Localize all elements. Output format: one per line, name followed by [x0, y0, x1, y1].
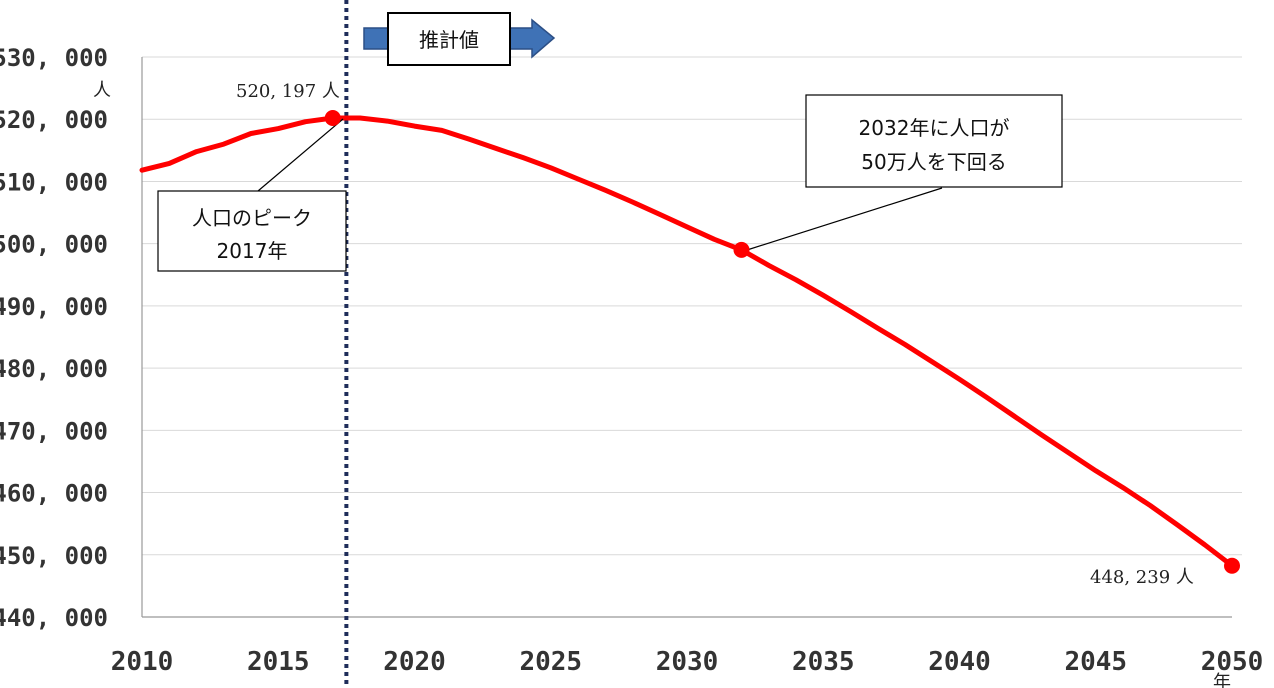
threshold-callout-line1: 2032年に人口が [859, 116, 1010, 140]
data-point-marker [1224, 557, 1240, 574]
peak-callout-box [157, 190, 347, 272]
axes [141, 57, 1232, 618]
threshold-callout-leader [746, 187, 943, 251]
x-tick-label: 2040 [928, 647, 991, 677]
data-point-marker [733, 241, 750, 258]
y-tick-label: 530, 000 [0, 44, 108, 72]
x-tick-labels: 2010 2015 2020 2025 2030 2035 2040 2045 2050 [111, 647, 1264, 677]
y-tick-label: 500, 000 [0, 231, 108, 259]
x-unit-label: 年 [1213, 672, 1231, 688]
y-tick-label: 460, 000 [0, 480, 108, 508]
x-tick-label: 2010 [111, 647, 174, 677]
data-markers [324, 109, 1240, 574]
threshold-callout-line2: 50万人を下回る [861, 150, 1006, 174]
x-tick-label: 2045 [1064, 647, 1127, 677]
y-tick-label: 440, 000 [0, 604, 108, 632]
estimate-arrow: 推計値 [363, 12, 556, 66]
population-line [139, 115, 1235, 569]
x-tick-label: 2050 [1201, 647, 1264, 677]
y-unit-label: 人 [93, 80, 111, 101]
peak-callout-line1: 人口のピーク [192, 206, 312, 230]
y-tick-label: 470, 000 [0, 417, 108, 445]
x-tick-label: 2035 [792, 647, 855, 677]
peak-value-label: 520, 197 人 [236, 81, 340, 102]
y-tick-label: 520, 000 [0, 106, 108, 134]
y-tick-label: 450, 000 [0, 542, 108, 570]
y-tick-labels: 530, 000 520, 000 510, 000 500, 000 490, 000… [0, 44, 108, 632]
x-tick-label: 2020 [383, 647, 446, 677]
threshold-callout-box [805, 94, 1063, 188]
estimate-label: 推計値 [419, 28, 479, 52]
peak-callout: 人口のピーク 2017年 [157, 190, 347, 272]
x-tick-label: 2025 [519, 647, 582, 677]
threshold-callout: 2032年に人口が 50万人を下回る [805, 94, 1063, 188]
x-tick-label: 2015 [247, 647, 310, 677]
peak-callout-line2: 2017年 [217, 239, 288, 263]
data-point-marker [324, 109, 341, 126]
estimate-label-box [387, 12, 511, 66]
peak-callout-leader [257, 118, 344, 192]
x-tick-label: 2030 [656, 647, 719, 677]
grid-lines [142, 56, 1242, 556]
callout-leaders [257, 118, 943, 251]
y-tick-label: 510, 000 [0, 168, 108, 196]
end-value-label: 448, 239 人 [1090, 567, 1194, 588]
y-tick-label: 480, 000 [0, 355, 108, 383]
y-tick-label: 490, 000 [0, 293, 108, 321]
